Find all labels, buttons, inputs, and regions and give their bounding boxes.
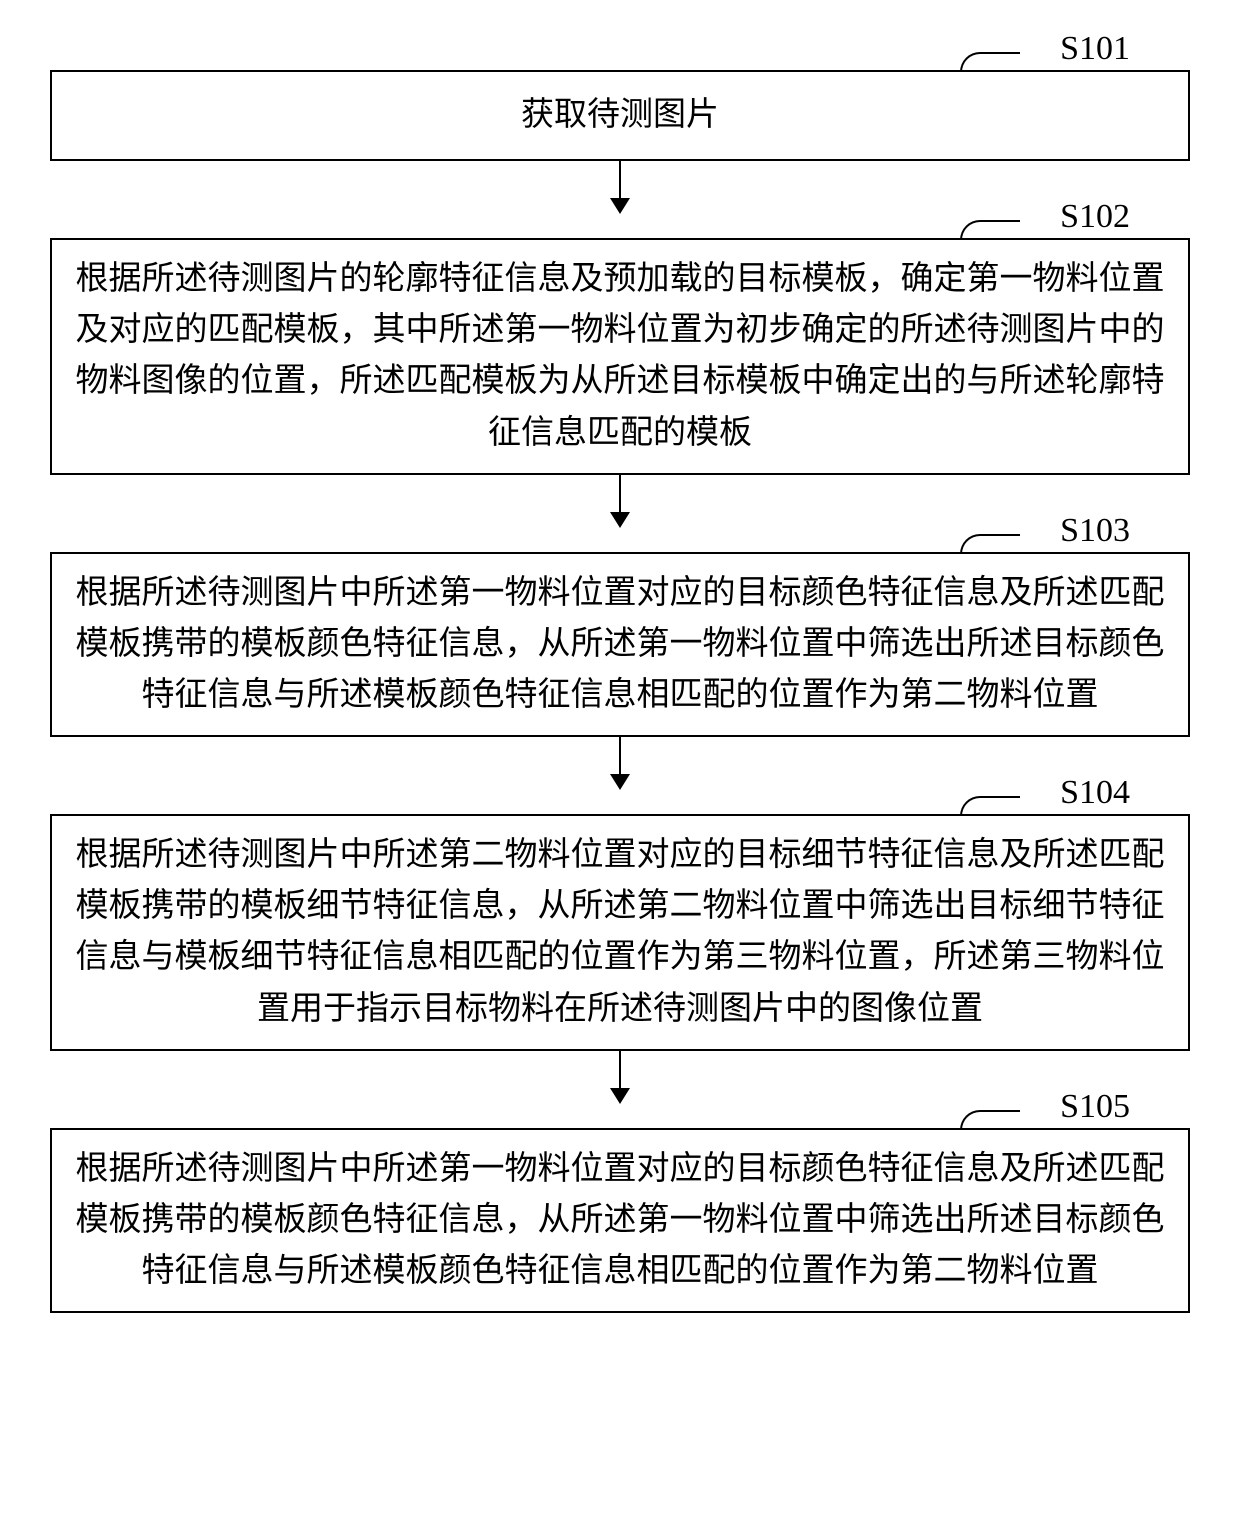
- arrow-icon: [610, 737, 630, 790]
- step-s103: S103 根据所述待测图片中所述第一物料位置对应的目标颜色特征信息及所述匹配模板…: [50, 552, 1190, 737]
- arrow-head: [610, 774, 630, 790]
- flowchart-container: S101 获取待测图片 S102 根据所述待测图片的轮廓特征信息及预加载的目标模…: [50, 30, 1190, 1313]
- arrow-line: [619, 737, 622, 775]
- label-connector: [960, 52, 1020, 72]
- step-box: 根据所述待测图片中所述第一物料位置对应的目标颜色特征信息及所述匹配模板携带的模板…: [50, 1128, 1190, 1313]
- step-s102: S102 根据所述待测图片的轮廓特征信息及预加载的目标模板，确定第一物料位置及对…: [50, 238, 1190, 475]
- arrow-line: [619, 161, 622, 199]
- arrow-icon: [610, 475, 630, 528]
- step-label: S102: [1060, 198, 1130, 236]
- label-connector: [960, 796, 1020, 816]
- arrow-head: [610, 512, 630, 528]
- step-box: 根据所述待测图片中所述第一物料位置对应的目标颜色特征信息及所述匹配模板携带的模板…: [50, 552, 1190, 737]
- step-box: 根据所述待测图片的轮廓特征信息及预加载的目标模板，确定第一物料位置及对应的匹配模…: [50, 238, 1190, 475]
- arrow-line: [619, 1051, 622, 1089]
- arrow-head: [610, 198, 630, 214]
- arrow-line: [619, 475, 622, 513]
- step-s101: S101 获取待测图片: [50, 70, 1190, 161]
- arrow-head: [610, 1088, 630, 1104]
- label-connector: [960, 534, 1020, 554]
- step-label: S104: [1060, 774, 1130, 812]
- step-s105: S105 根据所述待测图片中所述第一物料位置对应的目标颜色特征信息及所述匹配模板…: [50, 1128, 1190, 1313]
- label-connector: [960, 220, 1020, 240]
- step-box: 获取待测图片: [50, 70, 1190, 161]
- step-s104: S104 根据所述待测图片中所述第二物料位置对应的目标细节特征信息及所述匹配模板…: [50, 814, 1190, 1051]
- arrow-icon: [610, 1051, 630, 1104]
- label-connector: [960, 1110, 1020, 1130]
- step-label: S101: [1060, 30, 1130, 68]
- step-box: 根据所述待测图片中所述第二物料位置对应的目标细节特征信息及所述匹配模板携带的模板…: [50, 814, 1190, 1051]
- arrow-icon: [610, 161, 630, 214]
- step-label: S105: [1060, 1088, 1130, 1126]
- step-label: S103: [1060, 512, 1130, 550]
